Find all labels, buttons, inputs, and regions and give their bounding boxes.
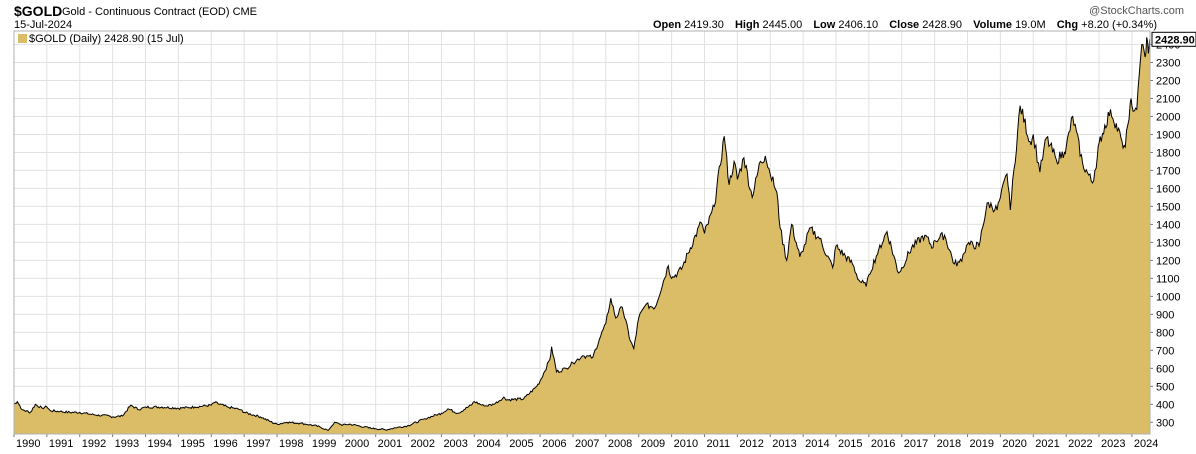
y-tick-label: 1600 <box>1156 183 1180 195</box>
x-tick-label: 2008 <box>608 438 632 450</box>
volume-label: Volume <box>973 19 1012 31</box>
close-value: 2428.90 <box>922 19 963 31</box>
x-tick-label: 2013 <box>772 438 796 450</box>
high-label: High <box>734 19 760 31</box>
y-tick-label: 2300 <box>1156 57 1180 69</box>
x-tick-label: 2024 <box>1134 438 1158 450</box>
series-legend: $GOLD (Daily) 2428.90 (15 Jul) <box>18 33 184 45</box>
y-tick-label: 1400 <box>1156 219 1180 231</box>
x-tick-label: 2007 <box>575 438 599 450</box>
x-tick-label: 2001 <box>378 438 402 450</box>
chg-value: +8.20 (+0.34%) <box>1081 19 1157 31</box>
x-tick-label: 2018 <box>937 438 961 450</box>
x-tick-label: 1994 <box>148 438 172 450</box>
y-tick-label: 2200 <box>1156 75 1180 87</box>
y-tick-label: 1200 <box>1156 255 1180 267</box>
close-label: Close <box>889 19 920 31</box>
volume-value: 19.0M <box>1015 19 1046 31</box>
price-area <box>13 37 1151 435</box>
x-tick-label: 2016 <box>871 438 895 450</box>
x-tick-label: 2019 <box>970 438 994 450</box>
x-tick-label: 1997 <box>246 438 270 450</box>
x-tick-label: 2011 <box>706 438 730 450</box>
last-value-text: 2428.90 <box>1155 34 1195 46</box>
y-tick-label: 1100 <box>1156 273 1180 285</box>
x-tick-label: 1996 <box>213 438 237 450</box>
x-tick-label: 2012 <box>739 438 763 450</box>
y-tick-label: 300 <box>1156 417 1174 429</box>
y-tick-label: 900 <box>1156 309 1174 321</box>
x-tick-label: 1992 <box>82 438 106 450</box>
y-tick-label: 1700 <box>1156 165 1180 177</box>
x-tick-label: 1999 <box>312 438 336 450</box>
x-tick-label: 2006 <box>542 438 566 450</box>
x-tick-label: 2015 <box>838 438 862 450</box>
price-line <box>13 37 1151 432</box>
y-tick-label: 1800 <box>1156 147 1180 159</box>
x-tick-label: 2020 <box>1002 438 1026 450</box>
exchange-text: CME <box>232 6 258 18</box>
x-tick-label: 2014 <box>805 438 829 450</box>
x-tick-label: 2023 <box>1101 438 1125 450</box>
y-tick-label: 1000 <box>1156 291 1180 303</box>
contract-description: Gold - Continuous Contract (EOD) CME <box>62 6 257 18</box>
copyright-link[interactable]: @StockCharts.com <box>1089 5 1184 17</box>
x-tick-label: 2000 <box>345 438 369 450</box>
y-tick-label: 2100 <box>1156 93 1180 105</box>
x-tick-label: 2004 <box>476 438 500 450</box>
legend-swatch <box>18 34 27 43</box>
x-tick-label: 1991 <box>49 438 73 450</box>
ticker-symbol: $GOLD <box>14 3 63 19</box>
y-tick-label: 800 <box>1156 327 1174 339</box>
x-tick-label: 1998 <box>279 438 303 450</box>
x-tick-label: 2010 <box>674 438 698 450</box>
x-tick-label: 1995 <box>180 438 204 450</box>
x-tick-label: 2002 <box>411 438 435 450</box>
grid <box>13 31 1150 434</box>
x-tick-label: 2005 <box>509 438 533 450</box>
x-tick-label: 2017 <box>904 438 928 450</box>
x-tick-label: 2021 <box>1035 438 1059 450</box>
x-tick-label: 2009 <box>641 438 665 450</box>
y-tick-label: 700 <box>1156 345 1174 357</box>
y-axis: 300 400 500 600 700 800 900 1000 1100 1200 1300 140… <box>1150 39 1180 429</box>
x-tick-label: 2022 <box>1068 438 1092 450</box>
price-area-fill <box>14 37 1150 435</box>
y-tick-label: 1500 <box>1156 201 1180 213</box>
legend-text: $GOLD (Daily) 2428.90 (15 Jul) <box>29 33 184 45</box>
high-value: 2445.00 <box>762 19 803 31</box>
x-tick-label: 1993 <box>115 438 139 450</box>
x-tick-label: 2003 <box>443 438 467 450</box>
low-label: Low <box>813 19 836 31</box>
x-axis: 1990 1991 1992 1993 1994 1995 1996 1997 1998 1999… <box>13 434 1158 450</box>
y-tick-label: 1300 <box>1156 237 1180 249</box>
last-value-marker: 2428.90 <box>1151 31 1196 47</box>
ohlc-bar: Open 2419.30 High 2445.00 Low 2406.10 Cl… <box>653 19 1157 31</box>
open-label: Open <box>652 19 682 31</box>
low-value: 2406.10 <box>838 19 879 31</box>
last-value-box <box>1151 31 1196 47</box>
y-tick-label: 400 <box>1156 399 1174 411</box>
plot-border <box>13 30 1151 435</box>
x-tick-label: 1990 <box>16 438 40 450</box>
chart-date: 15-Jul-2024 <box>14 19 73 31</box>
y-tick-label: 2000 <box>1156 111 1180 123</box>
y-tick-label: 500 <box>1156 381 1174 393</box>
description-text: Gold - Continuous Contract (EOD) <box>62 6 230 18</box>
chg-label: Chg <box>1056 19 1079 31</box>
y-tick-label: 1900 <box>1156 129 1180 141</box>
y-tick-label: 600 <box>1156 363 1174 375</box>
open-value: 2419.30 <box>684 19 724 31</box>
